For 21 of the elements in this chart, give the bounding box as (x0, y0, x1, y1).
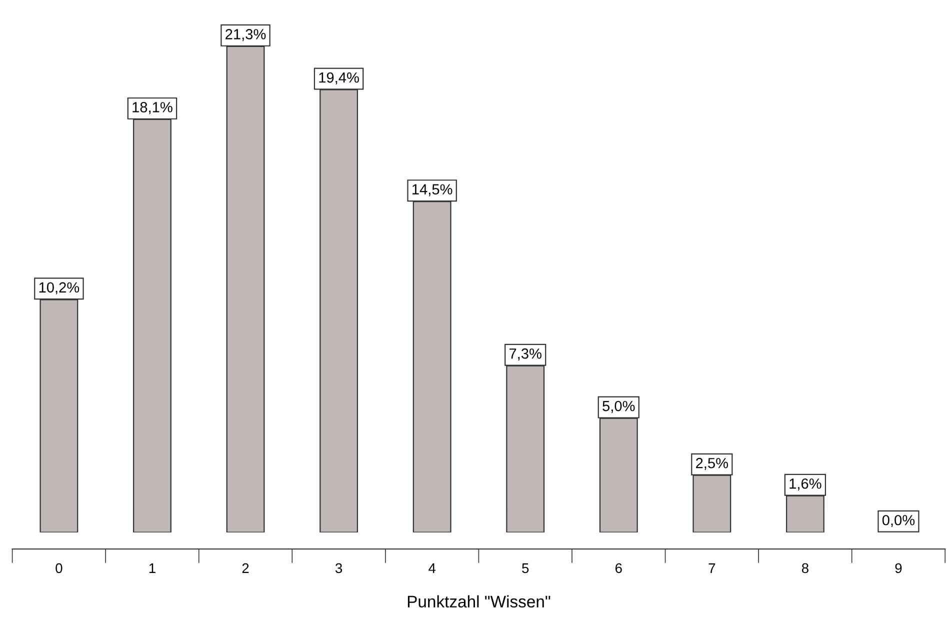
x-tick-label: 9 (895, 563, 902, 574)
data-label: 2,5% (696, 458, 728, 470)
x-tick-label: 5 (522, 563, 529, 574)
data-label: 21,3% (226, 29, 266, 42)
data-label: 7,3% (509, 348, 542, 360)
data-label: 18,1% (132, 102, 172, 114)
data-label: 0,0% (882, 514, 915, 528)
x-tick-label: 8 (802, 563, 808, 574)
x-tick-label: 7 (708, 563, 716, 573)
x-tick-label: 2 (242, 563, 249, 573)
x-tick-label: 0 (56, 563, 62, 574)
data-label: 10,2% (39, 282, 80, 294)
x-tick-label: 4 (428, 563, 436, 573)
data-label: 19,4% (319, 72, 359, 84)
x-tick-label: 1 (149, 563, 156, 573)
x-tick-label: 6 (615, 563, 622, 574)
data-label: 5,0% (602, 400, 635, 413)
data-label: 14,5% (412, 184, 452, 196)
x-tick-label: 3 (335, 563, 342, 574)
x-axis-title: Punktzahl "Wissen" (408, 595, 550, 608)
data-label: 1,6% (790, 478, 822, 491)
